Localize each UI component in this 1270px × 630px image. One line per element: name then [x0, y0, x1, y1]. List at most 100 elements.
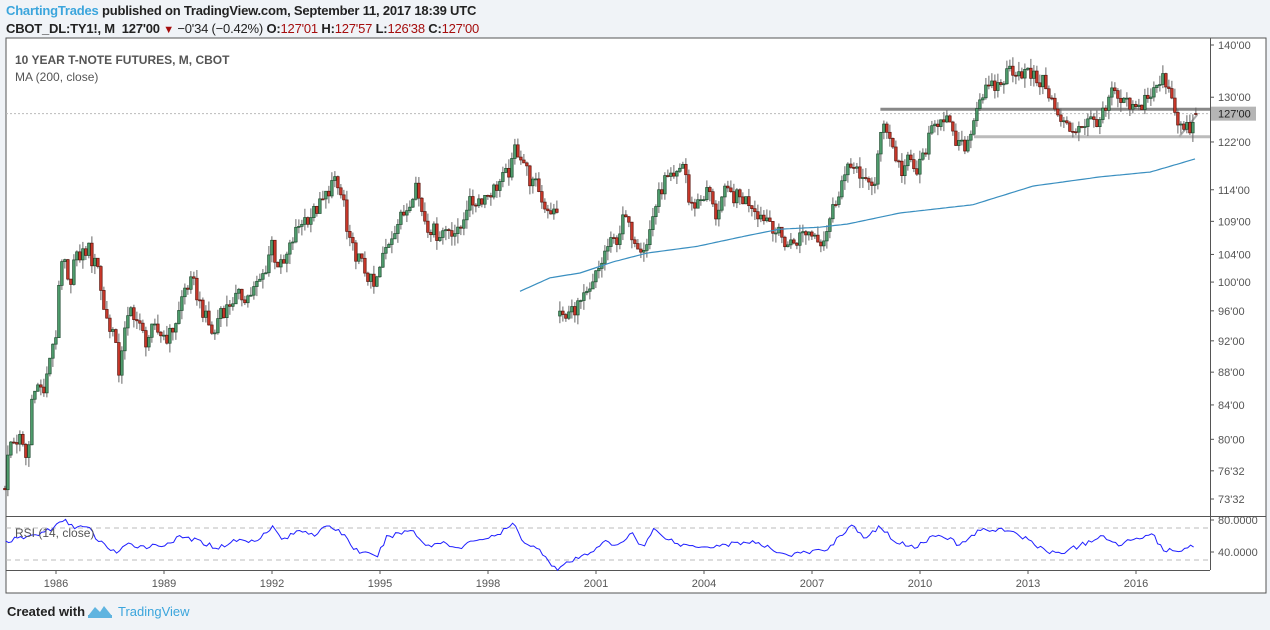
candle[interactable]: [891, 137, 895, 149]
candle[interactable]: [33, 390, 37, 404]
candle[interactable]: [180, 290, 184, 320]
candle[interactable]: [888, 124, 892, 147]
candle[interactable]: [567, 305, 571, 321]
candle[interactable]: [48, 357, 52, 377]
candle[interactable]: [1158, 75, 1162, 92]
candle[interactable]: [87, 242, 91, 259]
candle[interactable]: [1011, 57, 1015, 83]
candle[interactable]: [762, 210, 766, 225]
candle[interactable]: [687, 169, 691, 206]
candle[interactable]: [753, 200, 757, 220]
candle[interactable]: [45, 366, 49, 398]
candle[interactable]: [1053, 93, 1057, 112]
candle[interactable]: [195, 269, 199, 306]
candle[interactable]: [588, 282, 592, 300]
candle[interactable]: [1137, 98, 1141, 111]
candle[interactable]: [915, 160, 919, 176]
candle[interactable]: [711, 188, 715, 207]
candle[interactable]: [225, 295, 229, 327]
candle[interactable]: [1074, 128, 1078, 136]
tradingview-link[interactable]: TradingView: [118, 604, 190, 619]
candle[interactable]: [369, 273, 373, 289]
candle[interactable]: [555, 200, 559, 214]
candle[interactable]: [249, 287, 253, 297]
candle[interactable]: [39, 379, 43, 396]
candle[interactable]: [615, 235, 619, 253]
candle[interactable]: [1086, 113, 1090, 137]
candle[interactable]: [123, 321, 127, 360]
candle[interactable]: [1161, 65, 1165, 89]
candle[interactable]: [231, 297, 235, 311]
candle[interactable]: [594, 270, 598, 289]
candle[interactable]: [408, 200, 412, 213]
candle[interactable]: [243, 295, 247, 306]
candle[interactable]: [666, 169, 670, 178]
candle[interactable]: [360, 253, 364, 263]
candle[interactable]: [57, 280, 61, 339]
candle[interactable]: [612, 233, 616, 244]
candle[interactable]: [804, 230, 808, 245]
candle[interactable]: [951, 120, 955, 136]
candle[interactable]: [423, 202, 427, 225]
candle[interactable]: [1107, 94, 1111, 120]
candle[interactable]: [1140, 104, 1144, 110]
candle[interactable]: [441, 227, 445, 245]
candle[interactable]: [447, 228, 451, 239]
candle[interactable]: [393, 225, 397, 240]
candle[interactable]: [927, 125, 931, 160]
candle[interactable]: [885, 121, 889, 139]
candle[interactable]: [1119, 89, 1123, 112]
candle[interactable]: [183, 283, 187, 305]
candle[interactable]: [246, 294, 250, 308]
candle[interactable]: [999, 79, 1003, 87]
candle[interactable]: [21, 431, 25, 447]
candle[interactable]: [240, 288, 244, 307]
candle[interactable]: [471, 189, 475, 215]
candle[interactable]: [828, 216, 832, 239]
candle[interactable]: [1083, 118, 1087, 136]
candle[interactable]: [285, 251, 289, 273]
candle[interactable]: [987, 75, 991, 90]
candle[interactable]: [390, 231, 394, 254]
candle[interactable]: [105, 301, 109, 319]
candle[interactable]: [306, 216, 310, 228]
candle[interactable]: [561, 306, 565, 322]
candle[interactable]: [102, 286, 106, 310]
candle[interactable]: [732, 183, 736, 207]
candle[interactable]: [147, 334, 151, 351]
candle[interactable]: [717, 201, 721, 227]
candle[interactable]: [579, 299, 583, 309]
candle[interactable]: [198, 291, 202, 309]
candle[interactable]: [1017, 61, 1021, 81]
candle[interactable]: [504, 163, 508, 174]
candle[interactable]: [1008, 59, 1012, 72]
candle[interactable]: [1065, 116, 1069, 125]
candle[interactable]: [531, 176, 535, 194]
candle[interactable]: [282, 254, 286, 264]
candle[interactable]: [513, 138, 517, 165]
candle[interactable]: [444, 225, 448, 241]
candle[interactable]: [336, 175, 340, 195]
candle[interactable]: [1014, 71, 1018, 85]
candle[interactable]: [816, 226, 820, 243]
candle[interactable]: [1092, 113, 1096, 128]
candle[interactable]: [126, 306, 130, 336]
candle[interactable]: [51, 343, 55, 367]
candle[interactable]: [873, 177, 877, 194]
candle[interactable]: [882, 120, 886, 140]
candle[interactable]: [681, 161, 685, 169]
candle[interactable]: [831, 197, 835, 223]
candle[interactable]: [99, 265, 103, 301]
candle[interactable]: [255, 275, 259, 297]
candle[interactable]: [171, 327, 175, 341]
candle[interactable]: [540, 185, 544, 209]
candle[interactable]: [684, 158, 688, 184]
candle[interactable]: [642, 242, 646, 262]
candle[interactable]: [558, 301, 562, 324]
candle[interactable]: [303, 208, 307, 231]
candle[interactable]: [810, 230, 814, 241]
candle[interactable]: [696, 193, 700, 209]
candle[interactable]: [135, 311, 139, 330]
candle[interactable]: [1173, 88, 1177, 116]
candle[interactable]: [756, 204, 760, 228]
